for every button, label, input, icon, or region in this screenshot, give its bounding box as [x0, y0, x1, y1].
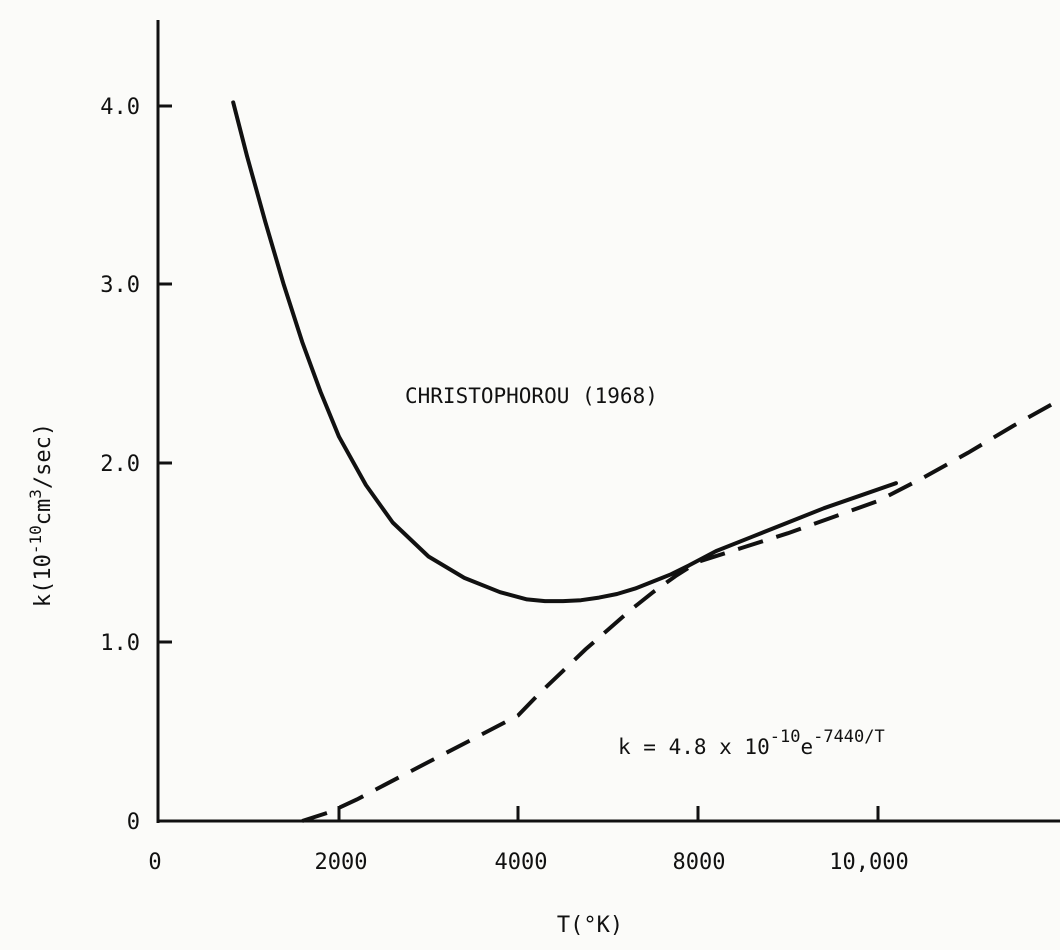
formula-exp2: -7440/T [813, 727, 885, 747]
y-axis-title-exp1: -10 [26, 525, 45, 554]
curve-label: CHRISTOPHOROU (1968) [405, 384, 658, 408]
y-axis-title-mid: cm [31, 499, 56, 526]
series-line-formula [301, 399, 1059, 823]
y-tick-label: 4.0 [100, 95, 140, 120]
formula-base: e [800, 735, 813, 759]
y-tick-label: 2.0 [100, 452, 140, 477]
y-tick-label: 0 [127, 810, 140, 835]
formula-prefix: k = 4.8 x 10 [618, 735, 770, 759]
series-line-christophorou [231, 100, 898, 604]
x-tick-label: 10,000 [829, 850, 908, 875]
x-tick-label: 8000 [673, 850, 726, 875]
y-tick-label: 3.0 [100, 273, 140, 298]
x-tick-label: 4000 [495, 850, 548, 875]
y-axis-title-exp2: 3 [26, 489, 45, 499]
x-tick-label: 0 [148, 850, 161, 875]
formula-exp1: -10 [770, 727, 801, 747]
x-tick-label: 2000 [315, 850, 368, 875]
y-axis-title: k(10-10cm3/sec) [26, 423, 56, 607]
y-axis-title-base: k(10 [31, 554, 56, 607]
x-axis-title: T(°K) [557, 913, 623, 938]
formula-label: k = 4.8 x 10-10e-7440/T [618, 727, 885, 759]
y-tick-label: 1.0 [100, 631, 140, 656]
y-axis-title-tail: /sec) [31, 423, 56, 489]
